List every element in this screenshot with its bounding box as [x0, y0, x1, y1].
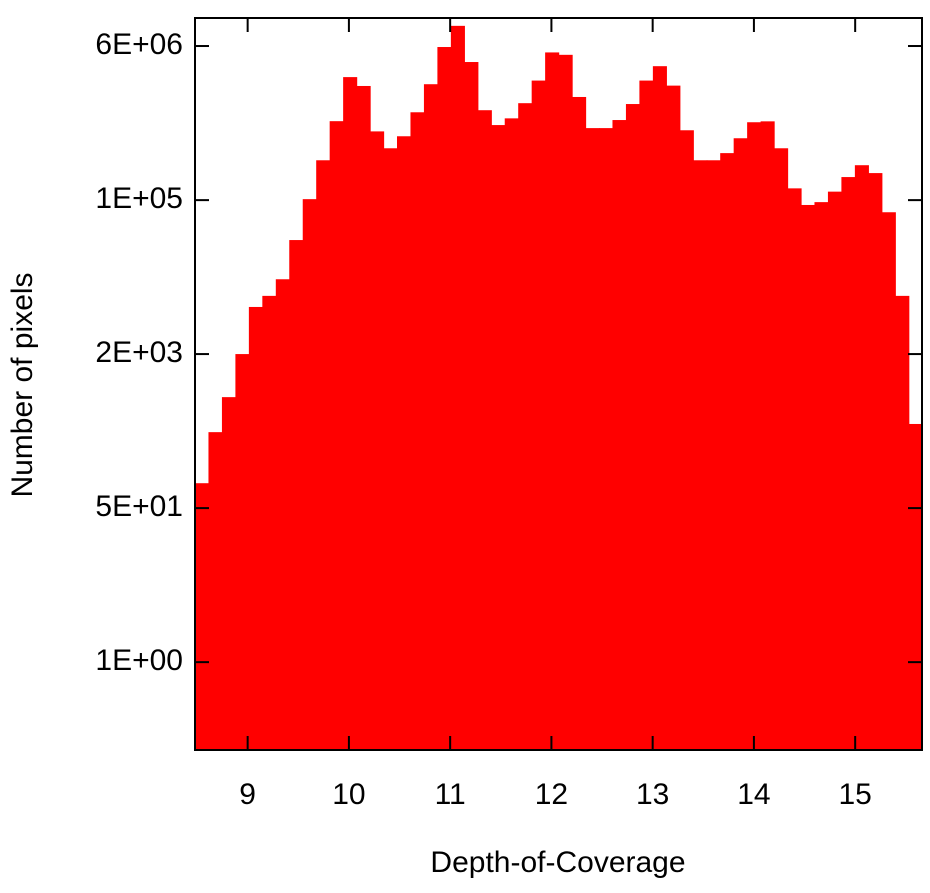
- bar: [195, 483, 210, 750]
- bar: [545, 52, 560, 750]
- bar: [221, 397, 237, 750]
- bar: [747, 122, 762, 750]
- bar: [370, 131, 385, 750]
- bar: [625, 104, 641, 750]
- x-tick-label: 15: [838, 778, 871, 811]
- y-axis-label: Number of pixels: [6, 272, 39, 497]
- bar: [599, 128, 614, 750]
- x-tick-label: 12: [535, 778, 568, 811]
- bar: [652, 66, 667, 750]
- bar: [423, 84, 439, 750]
- bar: [464, 62, 479, 750]
- plot-frame: [194, 17, 923, 751]
- bar: [343, 77, 358, 750]
- bar: [518, 103, 533, 750]
- bar: [383, 148, 398, 750]
- y-tick-label: 5E+01: [95, 490, 183, 523]
- y-tick-label: 2E+03: [95, 336, 183, 369]
- bar: [572, 96, 587, 750]
- bar: [814, 202, 829, 750]
- bar: [679, 130, 694, 750]
- x-tick-label: 14: [737, 778, 770, 811]
- bar: [504, 118, 519, 750]
- bar: [531, 80, 546, 750]
- bar: [760, 121, 775, 750]
- bar: [491, 125, 506, 750]
- x-tick-label: 13: [636, 778, 669, 811]
- bar: [639, 80, 654, 750]
- bar: [208, 432, 223, 750]
- bar: [908, 423, 922, 750]
- bar: [693, 160, 708, 750]
- bar: [235, 354, 250, 750]
- bar: [275, 279, 290, 750]
- bar: [450, 25, 465, 750]
- x-tick-label: 11: [435, 778, 466, 811]
- bar: [329, 121, 344, 750]
- bar: [666, 85, 681, 750]
- bar: [720, 153, 735, 750]
- x-axis-label: Depth-of-Coverage: [430, 846, 685, 879]
- bar: [289, 240, 304, 750]
- bar: [585, 128, 600, 750]
- bar: [827, 191, 843, 750]
- bar: [774, 148, 789, 750]
- bar: [801, 204, 816, 750]
- bar: [316, 160, 331, 750]
- x-tick-label: 9: [239, 778, 256, 811]
- bar: [787, 188, 802, 750]
- bar: [706, 160, 721, 750]
- x-tick-label: 10: [332, 778, 365, 811]
- bar: [868, 173, 883, 750]
- bar: [262, 295, 277, 750]
- bar: [854, 165, 869, 750]
- bar: [841, 177, 856, 750]
- bar: [248, 306, 263, 750]
- bar: [410, 112, 425, 750]
- y-tick-label: 6E+06: [95, 28, 183, 61]
- bar: [397, 136, 412, 750]
- bar: [612, 120, 627, 750]
- bar: [302, 199, 317, 750]
- bar: [477, 110, 492, 750]
- bar: [356, 85, 371, 750]
- bar: [895, 295, 910, 750]
- bar: [437, 47, 452, 750]
- bar: [881, 212, 896, 750]
- bar: [558, 54, 573, 750]
- y-tick-label: 1E+00: [95, 644, 183, 677]
- bar: [733, 138, 748, 750]
- y-tick-label: 1E+05: [95, 182, 183, 215]
